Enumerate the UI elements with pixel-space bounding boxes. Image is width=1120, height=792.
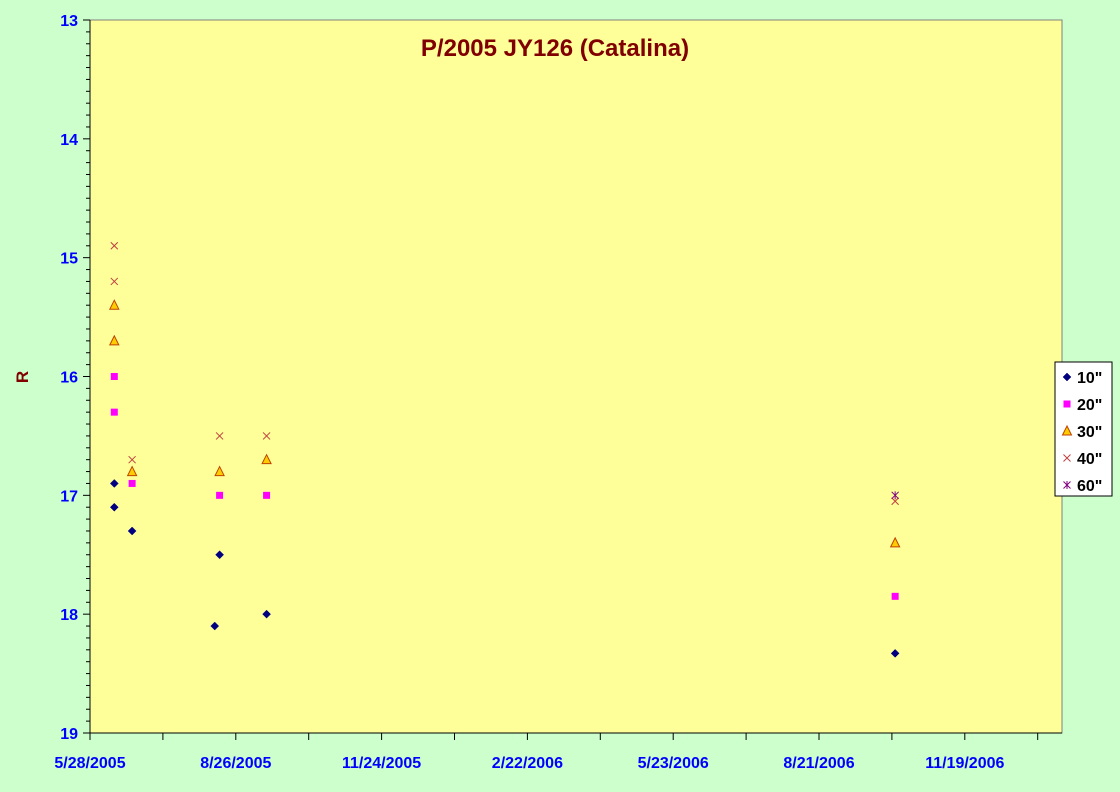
y-tick-label: 19 [60,726,78,743]
data-point [109,502,119,512]
x-tick-label: 5/28/2005 [54,755,125,772]
x-tick-label: 11/24/2005 [342,755,421,772]
series-3 [108,299,901,548]
series-4 [110,241,899,506]
legend-entry-label: 30" [1077,424,1102,441]
y-tick-label: 16 [60,370,78,387]
data-point [262,432,271,440]
chart-title: P/2005 JY126 (Catalina) [421,35,689,62]
data-point [263,491,271,499]
y-axis: 13 14 15 16 17 18 19 [60,13,91,743]
x-tick-label: 8/21/2006 [783,755,854,772]
data-point [108,334,120,346]
x-tick-label: 11/19/2006 [925,755,1004,772]
legend-entry-label: 40" [1077,451,1102,468]
legend-marker [1063,454,1071,462]
y-tick-label: 15 [60,251,78,268]
series-2 [110,373,899,600]
legend: 10" 20" 30" 40" 60" [1054,361,1113,497]
data-point [128,455,136,464]
data-point [110,373,118,380]
data-point [261,453,272,465]
legend-entry-label: 20" [1077,397,1102,414]
data-point [262,609,271,619]
data-point [109,479,119,488]
data-point [215,432,224,440]
x-axis: 5/28/2005 8/26/2005 11/24/2005 2/22/2006 5/2… [54,732,1062,772]
data-point [889,536,901,548]
y-tick-label: 18 [60,607,78,624]
data-point [126,465,138,477]
data-point [127,526,137,536]
data-points [108,241,901,658]
x-tick-label: 5/23/2006 [638,755,709,772]
data-point [110,277,119,286]
legend-marker [1063,400,1071,408]
data-point [891,592,899,600]
data-point [210,621,220,631]
data-point [128,479,136,487]
series-1 [109,479,900,658]
x-tick-label: 2/22/2006 [492,755,563,772]
y-tick-label: 14 [60,132,78,149]
data-point [891,491,899,500]
data-point [108,299,120,310]
data-point [216,491,224,499]
data-point [891,497,899,506]
x-tick-label: 8/26/2005 [200,755,271,772]
data-point [215,550,224,560]
data-point [110,408,118,416]
legend-box [1054,361,1113,497]
y-axis-label: R [13,371,32,383]
legend-entry-label: 10" [1077,370,1102,387]
legend-marker [1063,481,1071,489]
series-5 [891,491,899,500]
data-point [214,465,225,477]
legend-marker [1061,424,1073,436]
legend-entry-label: 60" [1077,478,1102,495]
legend-marker [1062,372,1072,382]
data-point [890,649,900,658]
plot-area [89,19,1063,734]
data-point [110,241,119,250]
y-tick-label: 17 [60,488,78,505]
y-tick-label: 13 [60,13,78,30]
